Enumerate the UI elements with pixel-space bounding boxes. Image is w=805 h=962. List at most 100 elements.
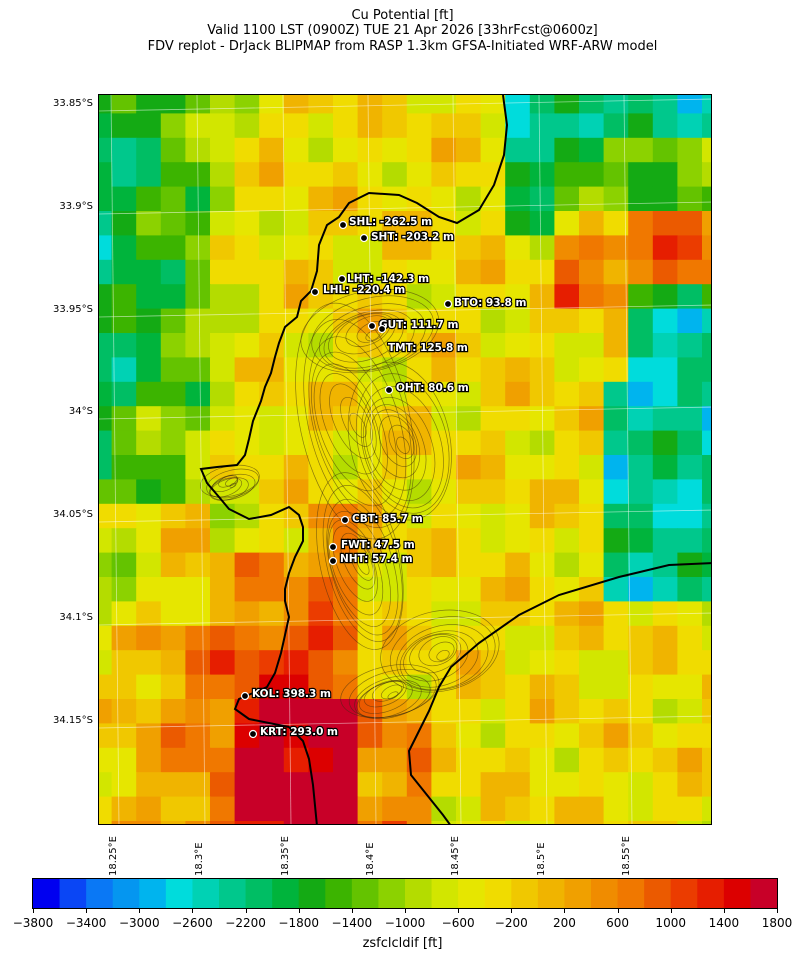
colorbar-segment — [86, 879, 114, 908]
grid-cell — [99, 186, 113, 212]
station-marker[interactable]: TMT: 125.8 m — [377, 324, 469, 355]
colorbar-segment — [165, 879, 193, 908]
grid-cell — [111, 259, 137, 285]
grid-cell — [160, 479, 186, 505]
station-dot-icon[interactable] — [384, 385, 394, 395]
grid-cell — [431, 137, 457, 163]
grid-cell — [283, 796, 309, 822]
grid-cell — [456, 259, 482, 285]
station-dot-icon[interactable] — [338, 220, 348, 230]
station-marker[interactable]: NHT: 57.4 m — [328, 552, 414, 566]
grid-cell — [234, 137, 260, 163]
contour-line — [356, 679, 422, 719]
grid-cell — [234, 186, 260, 212]
station-dot-icon[interactable] — [310, 287, 320, 297]
grid-cell — [603, 357, 629, 383]
colorbar-tick-mark — [298, 909, 300, 913]
grid-cell — [431, 284, 457, 310]
grid-cell — [529, 95, 555, 114]
grid-cell — [185, 308, 211, 334]
contour-line — [380, 609, 500, 693]
station-marker[interactable]: SHT: -203.2 m — [359, 230, 455, 244]
cu-potential-grid — [99, 95, 711, 824]
grid-cell — [99, 357, 113, 383]
station-dot-icon[interactable] — [248, 729, 258, 739]
grid-cell — [603, 747, 629, 773]
grid-cell — [111, 430, 137, 456]
map-canvas[interactable]: SHL: -262.5 m SHT: -203.2 m LHT: -142.3 mL… — [99, 95, 712, 825]
grid-cell — [554, 625, 580, 651]
contour-line — [340, 532, 376, 590]
grid-cell — [702, 186, 711, 212]
station-dot-icon[interactable] — [340, 515, 350, 525]
grid-cell — [259, 772, 285, 798]
station-marker[interactable]: CBT: 85.7 m — [340, 512, 424, 526]
station-label: TMT: 125.8 m — [388, 342, 468, 354]
grid-cell — [702, 259, 711, 285]
grid-cell — [554, 186, 580, 212]
grid-cell — [136, 235, 162, 261]
station-marker[interactable]: BTO: 93.8 m — [443, 296, 528, 310]
station-marker[interactable]: KRT: 293.0 m — [248, 725, 339, 739]
grid-cell — [628, 381, 654, 407]
station-marker[interactable]: OHT: 80.6 m — [384, 381, 470, 395]
grid-cell — [579, 796, 605, 822]
latitude-line — [99, 612, 711, 626]
grid-cell — [136, 381, 162, 407]
station-marker[interactable]: FWT: 47.5 m — [328, 538, 416, 552]
station-marker[interactable]: SHL: -262.5 m — [338, 215, 433, 230]
station-dot-icon[interactable] — [359, 233, 369, 243]
grid-cell — [333, 479, 359, 505]
contour-line — [332, 525, 378, 602]
station-dot-icon[interactable] — [240, 691, 250, 701]
grid-cell — [431, 772, 457, 798]
grid-cell — [259, 284, 285, 310]
grid-cell — [406, 577, 432, 602]
contour-line — [209, 473, 256, 501]
station-dot-icon[interactable] — [328, 542, 338, 552]
station-marker[interactable]: LHL: -220.4 m — [310, 283, 406, 297]
grid-cell — [554, 650, 580, 676]
grid-cell — [579, 186, 605, 212]
grid-cell — [628, 577, 654, 602]
grid-cell — [234, 308, 260, 334]
station-marker[interactable]: KOL: 398.3 m — [240, 687, 332, 701]
grid-cell — [234, 381, 260, 407]
station-dot-icon[interactable] — [367, 321, 377, 331]
station-dot-icon[interactable] — [443, 299, 453, 309]
colorbar-tick-label: −600 — [441, 916, 475, 930]
station-dot-icon[interactable] — [337, 274, 347, 284]
grid-cell — [480, 528, 506, 554]
grid-cell — [283, 308, 309, 334]
grid-cell — [603, 601, 629, 627]
grid-cell — [210, 113, 236, 139]
grid-cell — [357, 723, 383, 749]
grid-cell — [136, 699, 162, 724]
longitude-line — [538, 95, 548, 824]
grid-cell — [505, 95, 531, 114]
grid-cell — [628, 821, 654, 824]
grid-cell — [554, 503, 580, 529]
grid-cell — [234, 95, 260, 114]
station-dot-icon[interactable] — [328, 556, 338, 566]
grid-cell — [628, 479, 654, 505]
colorbar-tick-mark — [670, 909, 672, 913]
grid-cell — [677, 235, 703, 261]
station-marker[interactable]: LHT: -142.3 m — [337, 272, 430, 286]
contour-line — [354, 675, 431, 720]
grid-cell — [652, 406, 678, 432]
grid-cell — [259, 259, 285, 285]
grid-cell — [603, 699, 629, 724]
grid-cell — [529, 455, 555, 480]
grid-cell — [456, 333, 482, 358]
grid-cell — [382, 528, 408, 554]
grid-cell — [99, 333, 113, 358]
station-marker[interactable]: GUT: 111.7 m — [367, 318, 460, 332]
grid-cell — [111, 333, 137, 358]
longitude-line — [623, 95, 633, 824]
grid-cell — [136, 308, 162, 334]
station-dot-icon[interactable] — [377, 324, 387, 334]
grid-cell — [308, 95, 334, 114]
grid-cell — [628, 406, 654, 432]
